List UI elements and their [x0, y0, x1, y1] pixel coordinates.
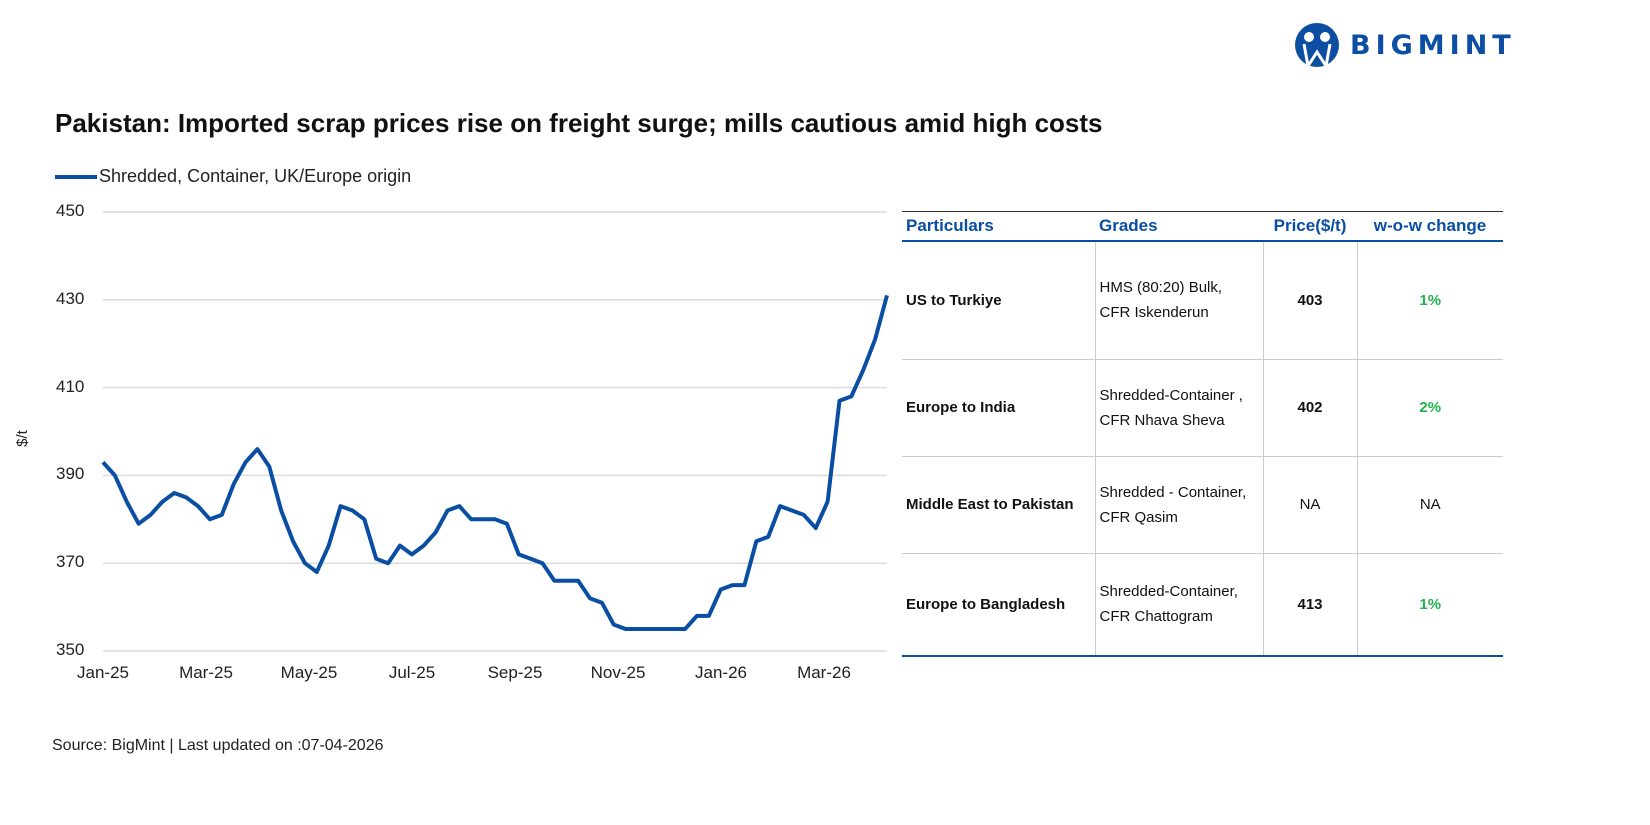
header-particulars: Particulars	[902, 211, 1095, 242]
grade-line: CFR Nhava Sheva	[1099, 411, 1225, 429]
y-tick-label: 450	[56, 201, 85, 220]
price-cell: 402	[1262, 359, 1357, 457]
price-cell: 413	[1262, 553, 1357, 657]
source-note: Source: BigMint | Last updated on :07-04…	[52, 737, 384, 754]
bigmint-logo-icon	[1295, 23, 1339, 68]
x-tick-label: Jul-25	[388, 663, 436, 682]
change-cell: NA	[1356, 456, 1503, 554]
table-row: US to Turkiye HMS (80:20) Bulk, CFR Isken…	[902, 241, 1503, 360]
header-grades: Grades	[1095, 211, 1263, 242]
header-price: Price($/t)	[1263, 211, 1357, 242]
table-row: Europe to Bangladesh Shredded-Container,…	[902, 553, 1503, 657]
change-cell: 1%	[1356, 553, 1503, 657]
grade-cell: Shredded - Container, CFR Qasim	[1094, 456, 1263, 554]
grade-line: CFR Chattogram	[1099, 608, 1213, 626]
particular-cell: Europe to Bangladesh	[902, 553, 1095, 657]
legend-swatch	[55, 174, 97, 179]
x-tick-label: Jan-26	[695, 663, 747, 682]
price-table: Particulars Grades Price($/t) w-o-w chan…	[902, 211, 1503, 657]
chart-legend: Shredded, Container, UK/Europe origin	[55, 166, 411, 187]
particular-cell: US to Turkiye	[902, 241, 1095, 360]
x-tick-label: Sep-25	[487, 663, 543, 682]
particular-cell: Europe to India	[902, 359, 1095, 457]
grade-cell: Shredded-Container , CFR Nhava Sheva	[1094, 359, 1263, 457]
grade-line: Shredded-Container ,	[1099, 386, 1243, 404]
grade-line: CFR Iskenderun	[1099, 304, 1209, 322]
x-tick-label: Nov-25	[590, 663, 646, 682]
grade-line: Shredded - Container,	[1099, 483, 1247, 501]
legend-label: Shredded, Container, UK/Europe origin	[99, 166, 412, 186]
table-row: Europe to India Shredded-Container , CFR …	[902, 359, 1503, 457]
page-title: Pakistan: Imported scrap prices rise on …	[55, 108, 1103, 138]
x-tick-label: Mar-26	[797, 663, 851, 682]
grade-cell: HMS (80:20) Bulk, CFR Iskenderun	[1094, 241, 1263, 360]
brand-logo: BIGMINT	[1294, 22, 1516, 68]
y-tick-label: 350	[56, 640, 85, 659]
price-cell: 403	[1262, 241, 1357, 360]
change-cell: 1%	[1356, 241, 1503, 360]
brand-name: BIGMINT	[1350, 29, 1516, 61]
y-tick-label: 370	[56, 552, 85, 572]
line-chart	[101, 211, 889, 652]
y-tick-label: 430	[56, 288, 85, 308]
grade-line: Shredded-Container,	[1099, 583, 1238, 601]
grade-line: CFR Qasim	[1099, 508, 1178, 526]
x-tick-label: Mar-25	[179, 663, 233, 682]
grade-line: HMS (80:20) Bulk,	[1099, 279, 1223, 297]
table-row: Middle East to Pakistan Shredded - Conta…	[902, 456, 1503, 554]
y-tick-label: 390	[56, 464, 85, 484]
change-cell: 2%	[1356, 359, 1503, 457]
particular-cell: Middle East to Pakistan	[902, 456, 1095, 554]
series-line	[101, 294, 889, 632]
x-tick-label: Jan-25	[77, 663, 129, 682]
y-tick-label: 410	[56, 376, 85, 396]
header-change: w-o-w change	[1357, 211, 1503, 242]
grade-cell: Shredded-Container, CFR Chattogram	[1094, 553, 1263, 657]
price-cell: NA	[1262, 456, 1357, 554]
x-tick-label: May-25	[280, 663, 338, 682]
